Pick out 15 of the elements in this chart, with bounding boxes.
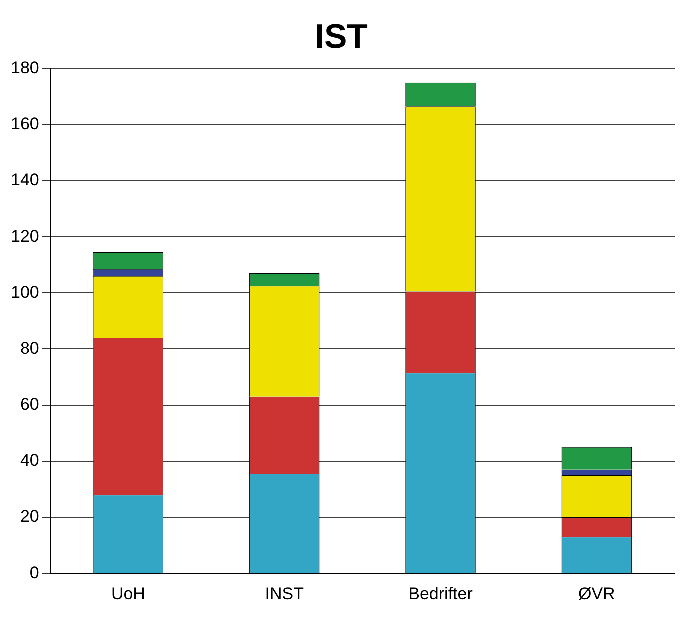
y-tick-label: 120 xyxy=(10,226,40,246)
chart-title: IST xyxy=(315,18,368,56)
y-tick-label: 140 xyxy=(10,170,40,190)
y-tick-label: 40 xyxy=(20,451,40,470)
y-tick-label: 100 xyxy=(10,282,40,302)
y-tick-label: 80 xyxy=(20,338,40,358)
y-tick-label: 0 xyxy=(30,563,40,582)
y-tick-label: 180 xyxy=(10,58,40,78)
y-tick-label: 160 xyxy=(10,114,40,134)
y-tick-label: 60 xyxy=(20,395,40,414)
x-tick-label: Bedrifter xyxy=(408,584,474,604)
y-tick-label: 20 xyxy=(20,507,40,526)
x-tick-label: ØVR xyxy=(578,584,616,604)
x-tick-label: INST xyxy=(265,584,304,604)
x-tick-label: UoH xyxy=(111,584,146,604)
